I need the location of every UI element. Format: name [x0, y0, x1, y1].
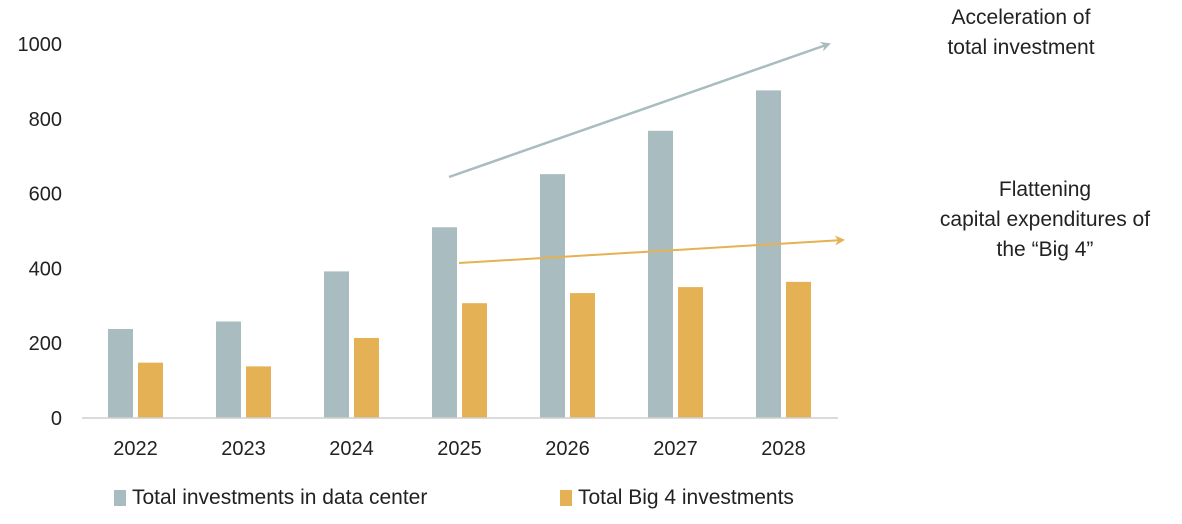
acceleration-annotation-line-2: total investment	[947, 35, 1095, 59]
x-tick-label-2028: 2028	[761, 438, 806, 460]
bar-big4-2025	[462, 303, 487, 418]
x-tick-label-2024: 2024	[329, 438, 374, 460]
bar-big4-2024	[354, 337, 379, 418]
y-tick-label: 1000	[18, 34, 63, 56]
bar-data-center-2027	[648, 130, 673, 418]
y-axis-ticks: 0 200 400 600 800 1000	[18, 34, 63, 430]
y-tick-label: 600	[29, 184, 62, 206]
x-tick-label-2025: 2025	[437, 438, 482, 460]
y-tick-label: 0	[51, 408, 62, 430]
x-tick-label-2027: 2027	[653, 438, 698, 460]
bar-data-center-2026	[540, 174, 565, 418]
flattening-arrow	[458, 235, 845, 264]
legend-swatch-big4	[560, 490, 572, 506]
flattening-annotation-line-3: the “Big 4”	[996, 237, 1094, 261]
acceleration-arrow	[448, 41, 831, 179]
legend-swatch-data-center	[114, 490, 126, 506]
y-tick-label: 200	[29, 333, 62, 355]
bar-data-center-2022	[108, 328, 133, 418]
acceleration-annotation: Acceleration of total investment	[916, 3, 1126, 63]
legend-label-big4: Total Big 4 investments	[578, 486, 794, 509]
legend-item-big4: Total Big 4 investments	[560, 486, 794, 510]
bar-big4-2028	[786, 281, 811, 418]
bar-big4-2022	[138, 362, 163, 418]
acceleration-annotation-line-1: Acceleration of	[951, 6, 1091, 29]
flattening-annotation-line-1: Flattening	[998, 178, 1092, 201]
bar-data-center-2025	[432, 227, 457, 418]
bar-data-center-2024	[324, 271, 349, 418]
flattening-annotation-line-2: capital expenditures of	[939, 207, 1151, 231]
bar-data-center-2028	[756, 90, 781, 418]
x-axis-ticks: 2022 2023 2024 2025 2026 2027 2028	[113, 438, 806, 460]
bars	[108, 90, 811, 418]
legend-item-data-center: Total investments in data center	[114, 486, 427, 510]
bar-big4-2027	[678, 287, 703, 418]
bar-big4-2026	[570, 293, 595, 418]
x-tick-label-2026: 2026	[545, 438, 590, 460]
bar-data-center-2023	[216, 321, 241, 418]
flattening-annotation: Flattening capital expenditures of the “…	[912, 175, 1178, 264]
y-tick-label: 800	[29, 109, 62, 131]
legend-label-data-center: Total investments in data center	[132, 486, 428, 509]
x-tick-label-2022: 2022	[113, 438, 158, 460]
bar-big4-2023	[246, 366, 271, 418]
x-tick-label-2023: 2023	[221, 438, 266, 460]
y-tick-label: 400	[29, 258, 62, 280]
